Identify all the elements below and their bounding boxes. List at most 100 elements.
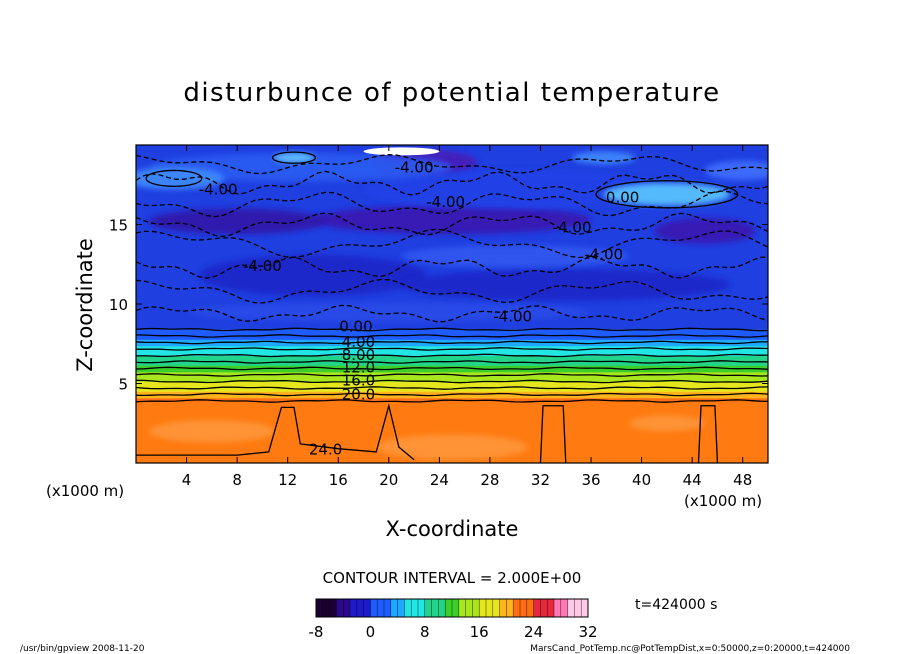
- band-gradient: [136, 348, 768, 353]
- field-patch: [199, 254, 427, 297]
- contour-interval-label: CONTOUR INTERVAL = 2.000E+00: [323, 569, 582, 587]
- band-gradient: [136, 391, 768, 396]
- contour-line: [697, 405, 719, 463]
- contour-label: -4.00: [395, 158, 434, 176]
- footer-right: MarsCand_PotTemp.nc@PotTempDist,x=0:5000…: [530, 644, 850, 654]
- band-gradient: [136, 384, 768, 389]
- colorbar-tick-label: 24: [524, 623, 543, 641]
- field-patch-max: [363, 147, 440, 156]
- band-gradient: [136, 387, 768, 392]
- contour-lines: [136, 151, 768, 463]
- colorbar-cell: [363, 599, 371, 617]
- x-tick-label: 44: [683, 471, 702, 489]
- x-tick-label: 32: [531, 471, 550, 489]
- contour-line: [271, 151, 317, 164]
- colorbar-tick-label: 16: [470, 623, 489, 641]
- colorbar-cell: [370, 599, 378, 617]
- field-patch: [401, 269, 731, 301]
- colorbar-cell: [350, 599, 358, 617]
- colorbar-cell: [540, 599, 548, 617]
- band-gradient: [136, 329, 768, 334]
- x-tick-label: 48: [733, 471, 752, 489]
- contour-line: [136, 403, 415, 461]
- contour-line: [136, 154, 768, 175]
- colorbar-tick-label: -8: [309, 623, 324, 641]
- colorbar-cell: [506, 599, 514, 617]
- contour-label: -4.00: [199, 181, 238, 199]
- field-patch: [148, 208, 326, 235]
- x-tick-label: 20: [379, 471, 398, 489]
- field-patch: [363, 170, 667, 209]
- band-gradient: [136, 352, 768, 357]
- y-tick-label: 15: [109, 217, 128, 235]
- colorbar-cell: [513, 599, 521, 617]
- colorbar: [315, 599, 589, 617]
- field-patch-warm: [148, 420, 276, 443]
- x-tick-label: 28: [480, 471, 499, 489]
- y-axis-ticks: 5 10 15: [109, 217, 768, 394]
- field-patch: [136, 167, 225, 190]
- colorbar-cell: [431, 599, 439, 617]
- contour-line: [136, 399, 768, 403]
- contour-label: 8.00: [342, 346, 375, 364]
- colorbar-cell: [411, 599, 419, 617]
- field-patch: [186, 302, 592, 322]
- x-tick-label: 40: [632, 471, 651, 489]
- contour-label: -4.00: [493, 308, 532, 326]
- field-patch: [401, 245, 629, 268]
- x-tick-label: 12: [278, 471, 297, 489]
- contour-line: [539, 405, 567, 463]
- colorbar-cell: [404, 599, 412, 617]
- contour-label: -4.00: [426, 193, 465, 211]
- band-gradient: [136, 374, 768, 379]
- contour-line: [136, 353, 768, 358]
- field-patch: [572, 151, 636, 165]
- contour-label: -4.00: [553, 219, 592, 237]
- colorbar-cell: [356, 599, 365, 617]
- x-axis-label: X-coordinate: [386, 517, 519, 541]
- x-unit-left: (x1000 m): [46, 482, 124, 500]
- x-tick-label: 16: [329, 471, 348, 489]
- contour-line: [136, 256, 768, 279]
- colorbar-cell: [560, 599, 569, 617]
- field-patch-warm: [628, 415, 705, 432]
- field-patch: [273, 152, 315, 163]
- colorbar-cell: [458, 599, 467, 617]
- x-tick-label: 4: [182, 471, 192, 489]
- colorbar-cell: [499, 599, 507, 617]
- y-axis-label: Z-coordinate: [73, 238, 97, 372]
- field-patch: [148, 152, 452, 182]
- colorbar-tick-label: 0: [366, 623, 376, 641]
- colorbar-cell: [581, 599, 589, 617]
- contour-line: [136, 347, 768, 351]
- band-gradient: [136, 371, 768, 376]
- contour-line: [136, 373, 768, 377]
- y-tick-label: 10: [109, 296, 128, 314]
- colorbar-cell: [384, 599, 392, 617]
- colorbar-cell: [547, 599, 555, 617]
- contour-line: [136, 212, 768, 238]
- field-patch: [704, 160, 768, 180]
- colorbar-cell: [316, 599, 324, 617]
- contour-line: [136, 392, 768, 397]
- colorbar-ticks: -8 0 8 16 24 32: [309, 623, 598, 641]
- colorbar-cell: [397, 599, 405, 617]
- band-gradient: [136, 361, 768, 366]
- contour-line: [136, 334, 768, 338]
- plot-area: [136, 145, 768, 463]
- colorbar-cell: [377, 599, 385, 617]
- contour-label: 4.00: [342, 333, 375, 351]
- contour-line: [145, 169, 203, 187]
- contour-label: 0.00: [339, 317, 372, 335]
- colorbar-cell: [492, 599, 501, 617]
- band-gradient: [136, 358, 768, 363]
- contour-labels: -4.00 -4.00 -4.00 0.00 -4.00 -4.00 -4.00 -4.00 0…: [199, 158, 640, 458]
- colorbar-frame: [315, 598, 589, 618]
- y-tick-label: 5: [118, 376, 128, 394]
- colorbar-cell: [574, 599, 582, 617]
- colorbar-cell: [438, 599, 446, 617]
- x-axis-ticks: 4 8 12 16 20 24 28 32 36 40 44 48: [182, 145, 752, 489]
- colorbar-cell: [390, 599, 399, 617]
- colorbar-cell: [526, 599, 535, 617]
